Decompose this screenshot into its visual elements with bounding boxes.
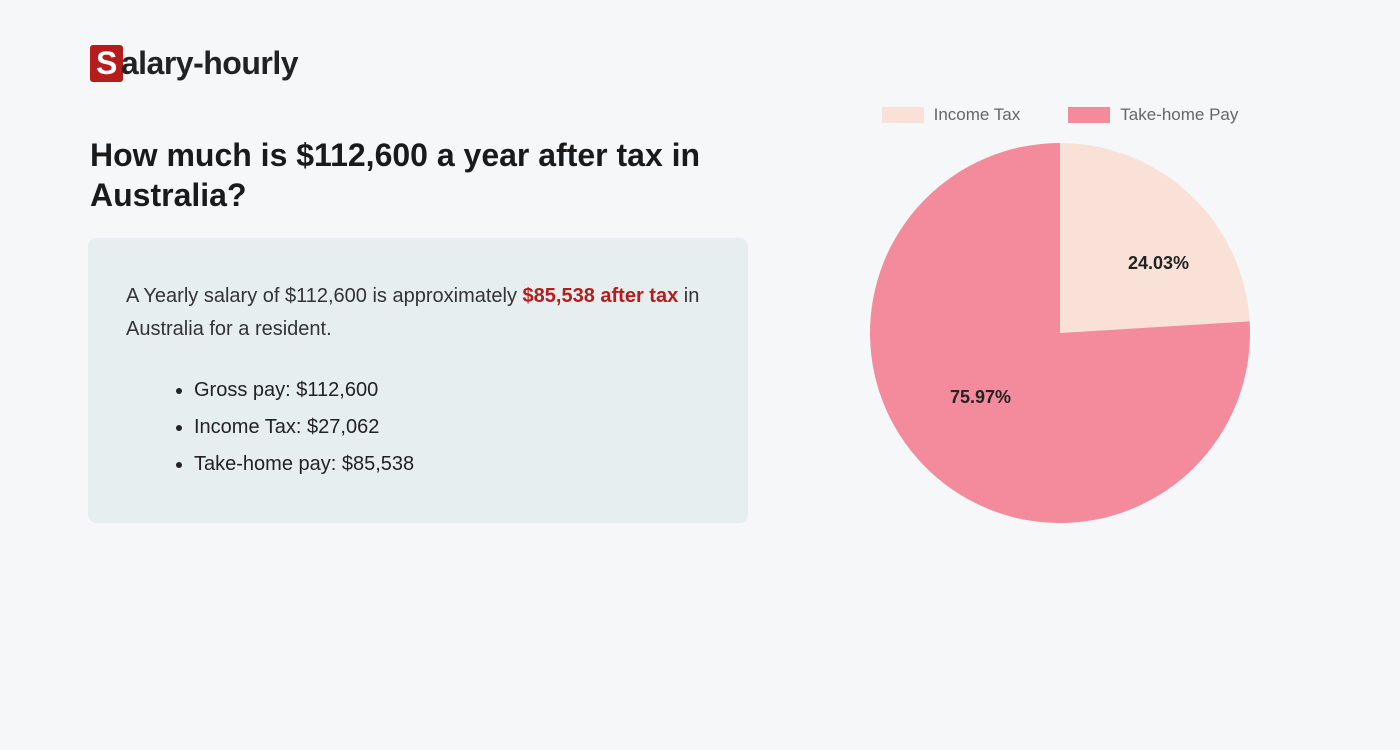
pie-chart: 24.03% 75.97% [870, 143, 1250, 523]
legend-item-income-tax: Income Tax [882, 105, 1021, 125]
summary-box: A Yearly salary of $112,600 is approxima… [88, 238, 748, 523]
slice-label-take-home: 75.97% [950, 387, 1011, 408]
legend-swatch [882, 107, 924, 123]
logo-s-box: S [90, 45, 123, 82]
logo-rest: alary-hourly [121, 45, 298, 81]
list-item: Take-home pay: $85,538 [194, 446, 710, 483]
legend-label: Income Tax [934, 105, 1021, 125]
summary-text: A Yearly salary of $112,600 is approxima… [126, 280, 710, 346]
page-title: How much is $112,600 a year after tax in… [90, 135, 730, 215]
site-logo: Salary-hourly [90, 45, 298, 82]
legend-swatch [1068, 107, 1110, 123]
list-item: Income Tax: $27,062 [194, 409, 710, 446]
summary-pre: A Yearly salary of $112,600 is approxima… [126, 285, 523, 307]
chart-legend: Income Tax Take-home Pay [830, 105, 1290, 125]
legend-label: Take-home Pay [1120, 105, 1238, 125]
summary-highlight: $85,538 after tax [523, 285, 679, 307]
pie-chart-area: Income Tax Take-home Pay 24.03% 75.97% [830, 105, 1290, 523]
list-item: Gross pay: $112,600 [194, 372, 710, 409]
legend-item-take-home: Take-home Pay [1068, 105, 1238, 125]
slice-label-income-tax: 24.03% [1128, 253, 1189, 274]
breakdown-list: Gross pay: $112,600 Income Tax: $27,062 … [126, 372, 710, 483]
pie-svg [870, 143, 1250, 523]
